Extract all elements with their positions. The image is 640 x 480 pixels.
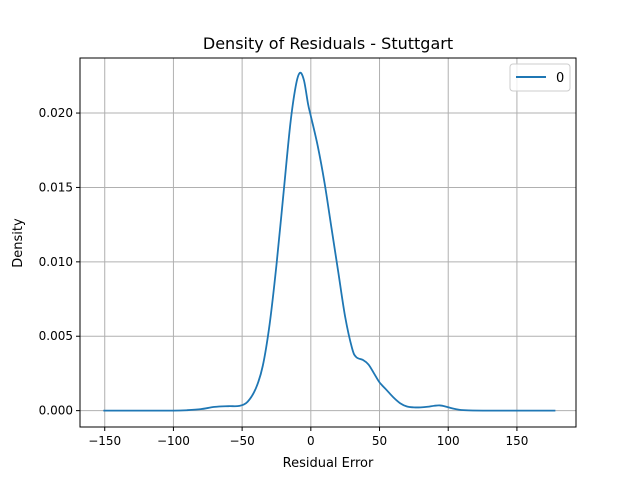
- x-axis-label: Residual Error: [283, 456, 374, 471]
- x-tick-label: −50: [229, 434, 254, 448]
- x-tick-label: 0: [307, 434, 315, 448]
- y-tick-label: 0.000: [39, 404, 73, 418]
- y-tick-label: 0.015: [39, 180, 73, 194]
- x-tick-label: −100: [157, 434, 190, 448]
- legend: 0: [509, 63, 571, 92]
- x-tick-label: 150: [505, 434, 528, 448]
- legend-label: 0: [556, 71, 564, 86]
- plot-frame: [79, 57, 577, 428]
- y-tick-label: 0.005: [39, 329, 73, 343]
- x-tick-label: −150: [88, 434, 121, 448]
- chart-title: Density of Residuals - Stuttgart: [203, 34, 453, 53]
- x-tick-label: 100: [437, 434, 460, 448]
- y-tick-label: 0.020: [39, 106, 73, 120]
- y-axis: 0.000 0.005 0.010 0.015 0.020: [39, 106, 80, 418]
- series-layer: [103, 71, 556, 412]
- x-tick-label: 50: [372, 434, 387, 448]
- y-axis-label: Density: [11, 218, 26, 268]
- series-line: [103, 71, 556, 412]
- y-tick-label: 0.010: [39, 255, 73, 269]
- x-axis: −150 −100 −50 0 50 100 150: [88, 427, 528, 448]
